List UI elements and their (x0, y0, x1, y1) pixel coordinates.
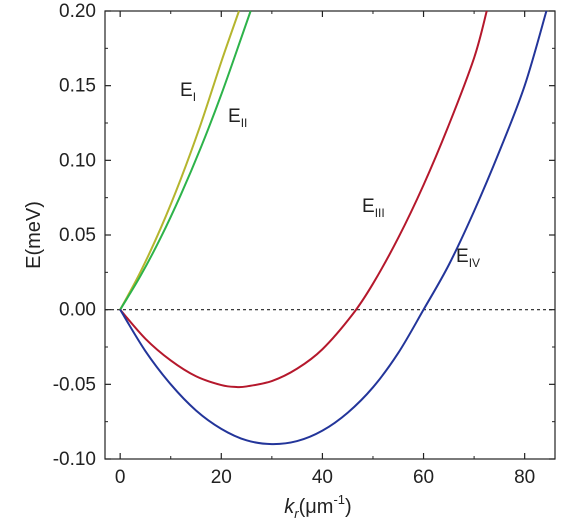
x-axis-label: kr(μm-1) (284, 492, 351, 521)
series-label-iii: EIII (362, 196, 385, 220)
y-tick-label: 0.10 (59, 150, 96, 171)
series-line-iv (119, 10, 548, 446)
x-tick-label: 20 (211, 467, 232, 488)
x-tick-label: 80 (514, 467, 535, 488)
series-label-iv: EIV (456, 246, 480, 270)
y-tick-label: 0.00 (59, 300, 96, 321)
x-tick-label: 60 (413, 467, 434, 488)
x-tick-label: 0 (115, 467, 126, 488)
plot-area (104, 10, 556, 460)
series-curves (119, 10, 548, 446)
y-tick-label: 0.05 (59, 225, 96, 246)
series-line-ii (119, 10, 252, 311)
series-labels: EI EII EIII EIV (180, 80, 480, 270)
series-line-iii (119, 10, 488, 389)
series-label-i: EI (180, 80, 196, 104)
axis-ticks: 0 20 40 60 80 -0.10 -0.05 0.00 0.05 0.10 0.15 0.20 (53, 1, 555, 488)
series-label-ii: EII (228, 106, 247, 130)
y-tick-label: 0.15 (59, 76, 96, 97)
y-tick-label: -0.05 (53, 374, 96, 395)
y-axis-label: E(meV) (23, 201, 45, 269)
y-tick-label: 0.20 (59, 1, 96, 22)
plot-frame (104, 10, 556, 460)
y-tick-label: -0.10 (53, 449, 96, 470)
x-tick-label: 40 (312, 467, 333, 488)
series-line-i (119, 10, 240, 311)
